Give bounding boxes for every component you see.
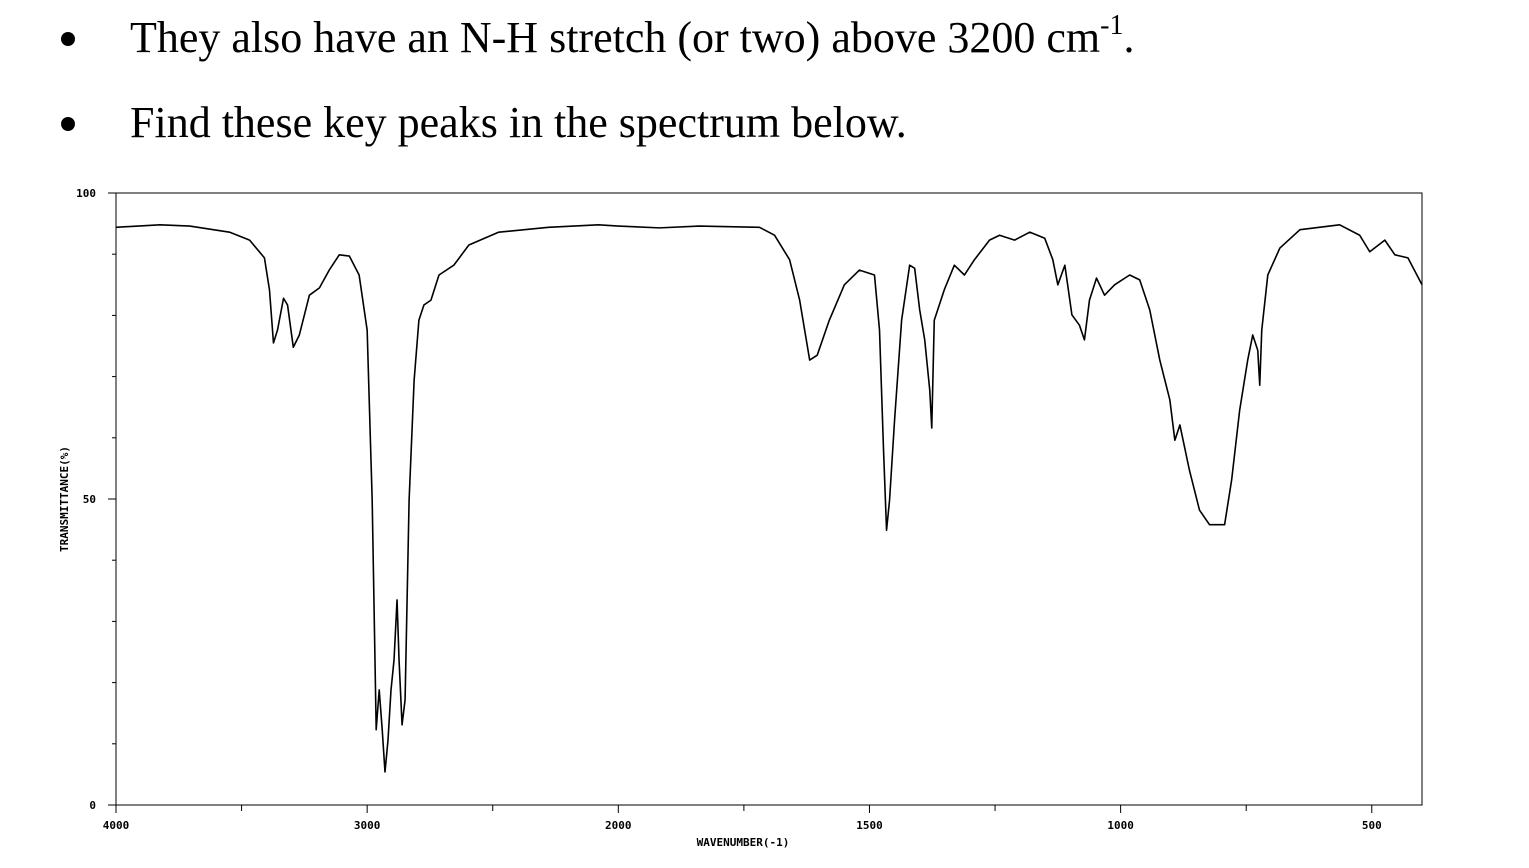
spectrum-line (115, 224, 1423, 773)
x-tick-label: 3000 (354, 819, 381, 832)
x-tick-label: 4000 (103, 819, 130, 832)
x-tick-label: 500 (1362, 819, 1382, 832)
bullet-text: Find these key peaks in the spectrum bel… (130, 98, 907, 147)
plot-frame (115, 192, 1423, 806)
x-tick-label: 1500 (856, 819, 883, 832)
y-tick-label: 0 (89, 799, 96, 812)
bullet-end: . (1123, 13, 1134, 62)
superscript: -1 (1100, 10, 1123, 41)
y-tick-label: 100 (76, 187, 96, 200)
bullet-main: They also have an N-H stretch (or two) a… (130, 13, 1100, 62)
x-tick-label: 2000 (605, 819, 632, 832)
y-axis-label: TRANSMITTANCE(%) (58, 446, 71, 552)
y-tick-label: 50 (83, 493, 96, 506)
x-axis-label: WAVENUMBER(-1) (697, 836, 790, 849)
x-tick-label: 1000 (1107, 819, 1134, 832)
bullet-dot (61, 117, 75, 131)
bullet-dot (61, 32, 75, 46)
bullet-text: They also have an N-H stretch (or two) a… (130, 10, 1134, 62)
